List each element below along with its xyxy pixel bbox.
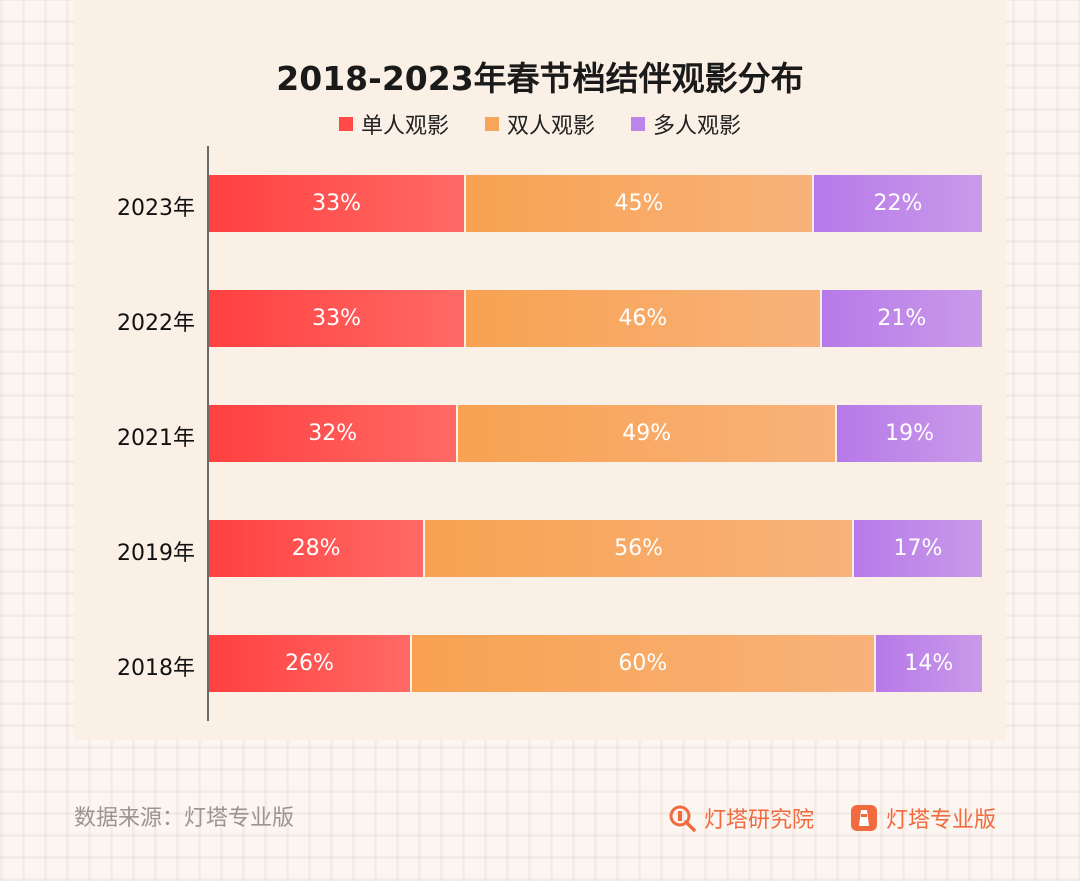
data-label: 17% — [893, 536, 943, 561]
bar-segment-double: 49% — [456, 405, 836, 462]
data-source: 数据来源：灯塔专业版 — [74, 806, 295, 831]
data-label: 33% — [312, 191, 361, 216]
data-label: 45% — [614, 191, 664, 216]
legend-item-multi: 多人观影 — [631, 108, 741, 140]
logo-research: 灯塔研究院 — [668, 802, 814, 834]
bar-segment-multi: 21% — [819, 290, 982, 347]
bar-segment-single: 33% — [209, 290, 465, 347]
legend-swatch-multi — [631, 117, 645, 131]
bar-segment-multi: 19% — [835, 405, 982, 462]
chart-panel — [74, 0, 1006, 740]
bar-segment-double: 60% — [409, 635, 874, 692]
logo-pro: 灯塔专业版 — [850, 802, 996, 834]
data-label: 26% — [285, 651, 334, 676]
data-label: 49% — [622, 421, 672, 446]
row-label: 2022年 — [117, 310, 195, 336]
bar-segment-multi: 17% — [851, 520, 982, 577]
legend-label-multi: 多人观影 — [653, 114, 742, 139]
legend-label-single: 单人观影 — [360, 114, 449, 139]
row-label: 2021年 — [117, 425, 195, 451]
bar-segment-double: 45% — [464, 175, 812, 232]
data-label: 46% — [618, 306, 668, 331]
data-label: 32% — [308, 421, 358, 446]
chart-title: 2018-2023年春节档结伴观影分布 — [276, 59, 804, 98]
legend-item-double: 双人观影 — [484, 108, 595, 140]
data-label: 60% — [618, 651, 668, 676]
bar-segment-multi: 14% — [873, 635, 982, 692]
legend-swatch-single — [338, 117, 353, 131]
data-label: 19% — [885, 421, 934, 446]
data-label: 56% — [614, 536, 664, 561]
legend-swatch-double — [484, 117, 499, 131]
data-label: 14% — [904, 651, 954, 676]
data-label: 22% — [873, 191, 923, 216]
legend-item-single: 单人观影 — [338, 108, 449, 140]
y-axis-line — [207, 146, 209, 721]
lighthouse-app-icon — [851, 805, 877, 831]
bar-segment-double: 56% — [423, 520, 852, 577]
bar-segment-single: 33% — [209, 175, 465, 232]
logo-pro-label: 灯塔专业版 — [886, 808, 997, 833]
bar-segment-multi: 22% — [811, 175, 982, 232]
data-label: 21% — [877, 306, 927, 331]
bar-segment-single: 26% — [209, 635, 410, 692]
bar-segment-single: 28% — [209, 520, 424, 577]
row-label: 2023年 — [117, 195, 195, 221]
row-label: 2018年 — [117, 655, 195, 681]
row-label: 2019年 — [117, 540, 195, 566]
bar-segment-single: 32% — [209, 405, 457, 462]
magnifier-lighthouse-icon — [669, 805, 696, 832]
legend-label-double: 双人观影 — [506, 114, 595, 139]
data-label: 33% — [312, 306, 361, 331]
bar-segment-double: 46% — [464, 290, 820, 347]
data-label: 28% — [291, 536, 341, 561]
legend: 单人观影 双人观影 多人观影 — [0, 108, 1080, 140]
logo-research-label: 灯塔研究院 — [704, 808, 815, 833]
